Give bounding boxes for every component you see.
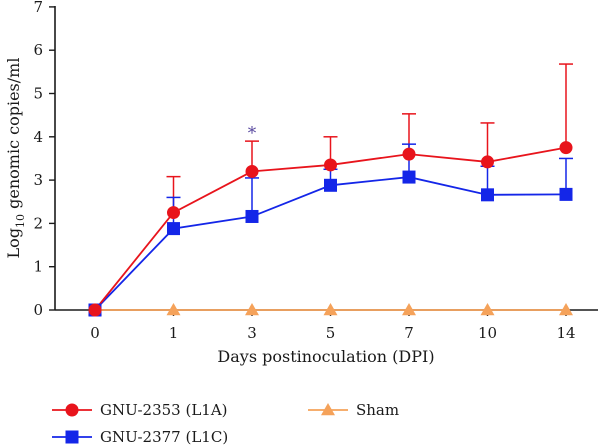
annotations: * <box>248 123 257 143</box>
error-bars <box>166 63 573 229</box>
legend-swatch-marker <box>65 403 79 417</box>
y-tick-label: 7 <box>33 0 43 16</box>
series-line <box>94 176 567 311</box>
data-point <box>324 178 337 192</box>
data-point <box>559 187 573 201</box>
y-axis-title-prefix: Log <box>4 228 23 259</box>
x-tick-label: 7 <box>404 324 414 342</box>
significance-marker: * <box>248 123 257 143</box>
y-tick-label: 4 <box>33 128 43 146</box>
data-point <box>559 141 573 155</box>
legend-label: Sham <box>356 401 399 419</box>
y-tick-label: 2 <box>33 214 43 232</box>
legend-label: GNU-2353 (L1A) <box>100 401 228 419</box>
x-tick-label: 5 <box>326 324 336 342</box>
data-point <box>88 303 102 317</box>
data-point <box>402 303 416 316</box>
data-point <box>245 209 259 223</box>
y-tick-label: 0 <box>33 301 43 319</box>
y-tick-label: 5 <box>33 85 43 103</box>
legend-swatch-marker <box>321 403 335 416</box>
legend-label: GNU-2377 (L1C) <box>100 428 228 446</box>
data-point <box>481 155 494 169</box>
data-point <box>324 158 337 172</box>
y-axis-title-suffix: genomic copies/ml <box>4 58 23 214</box>
data-point <box>166 303 181 316</box>
y-tick-label: 1 <box>33 258 43 276</box>
legend: GNU-2353 (L1A) GNU-2377 (L1C) Sham <box>52 401 399 446</box>
data-point <box>245 303 259 316</box>
data-point <box>167 222 180 236</box>
data-point <box>323 303 338 316</box>
y-axis-title-subscript: 10 <box>14 214 27 228</box>
data-point <box>481 188 494 202</box>
x-ticks: 0 1 3 5 7 10 14 <box>90 310 576 342</box>
y-tick-label: 3 <box>33 171 43 189</box>
x-tick-label: 3 <box>247 324 257 342</box>
axes <box>54 6 598 311</box>
x-tick-label: 1 <box>169 324 179 342</box>
x-tick-label: 14 <box>556 324 575 342</box>
y-axis-title: Log10 genomic copies/ml <box>4 58 27 259</box>
x-axis-title: Days postinoculation (DPI) <box>217 347 434 366</box>
y-tick-label: 6 <box>33 41 43 59</box>
data-point <box>167 206 180 220</box>
data-point <box>402 147 416 161</box>
x-tick-label: 0 <box>90 324 100 342</box>
data-point <box>402 170 416 184</box>
data-point <box>480 303 495 316</box>
y-ticks: 0 1 2 3 4 5 6 7 <box>33 0 55 319</box>
data-point <box>245 164 259 178</box>
legend-swatch-marker <box>65 430 79 444</box>
series-markers <box>88 141 573 317</box>
x-tick-label: 10 <box>478 324 497 342</box>
data-point <box>559 303 573 316</box>
